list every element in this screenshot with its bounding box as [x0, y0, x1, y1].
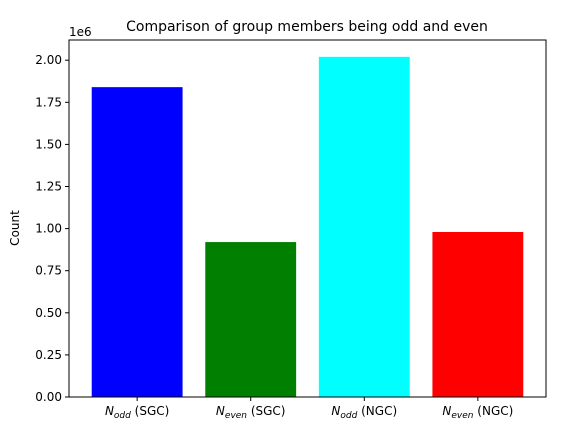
- y-tick-label-6: 1.50: [35, 137, 62, 151]
- bar-3: [432, 231, 524, 397]
- y-tick-label-5: 1.25: [35, 180, 62, 194]
- y-tick-label-4: 1.00: [35, 222, 62, 236]
- y-tick-label-0: 0.00: [35, 390, 62, 404]
- plot-frame: [68, 39, 547, 398]
- y-tick-label-8: 2.00: [35, 53, 62, 67]
- x-axis-ticks: Nodd (SGC) Neven (SGC) Nodd (NGC) Neven (NG…: [105, 397, 513, 421]
- bars-group: [91, 56, 524, 397]
- bar-0: [91, 87, 183, 397]
- y-axis-label: Count: [8, 210, 22, 246]
- y-tick-label-2: 0.50: [35, 306, 62, 320]
- y-tick-label-1: 0.25: [35, 348, 62, 362]
- x-tick-label-2: Nodd (NGC): [331, 404, 397, 421]
- y-tick-label-3: 0.75: [35, 264, 62, 278]
- x-tick-label-1: Neven (SGC): [216, 404, 286, 421]
- x-tick-label-0: Nodd (SGC): [105, 404, 169, 421]
- bar-1: [205, 242, 297, 397]
- y-axis-offset-label: 1e6: [69, 25, 92, 39]
- y-axis-ticks: 0.00 0.25 0.50 0.75 1.00 1.25 1.50 1.75 2.00: [35, 53, 69, 404]
- bar-2: [318, 56, 410, 397]
- chart-title: Comparison of group members being odd an…: [126, 19, 488, 35]
- x-tick-label-3: Neven (NGC): [442, 404, 513, 421]
- y-tick-label-7: 1.75: [35, 95, 62, 109]
